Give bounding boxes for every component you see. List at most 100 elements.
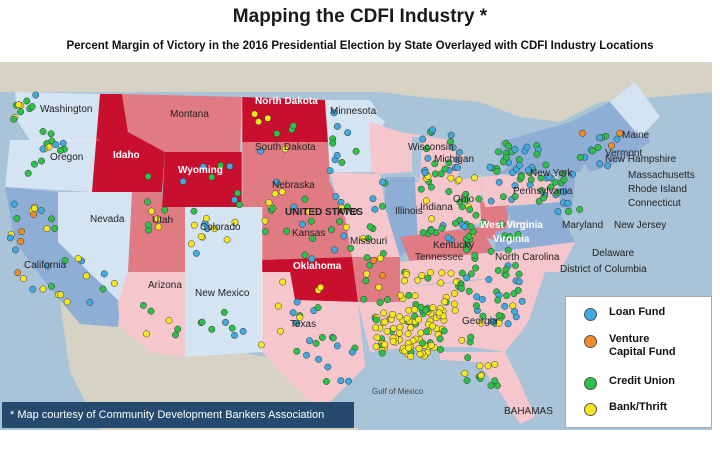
cdfi-location-marker <box>451 219 459 227</box>
label-indiana: Indiana <box>420 202 453 213</box>
cdfi-location-marker <box>274 302 282 310</box>
cdfi-location-marker <box>453 156 461 164</box>
state-florida <box>440 352 535 424</box>
cdfi-location-marker <box>305 208 313 216</box>
label-illinois: Illinois <box>395 206 423 217</box>
cdfi-location-marker <box>363 270 371 278</box>
cdfi-location-marker <box>348 348 356 356</box>
state-maryland <box>505 202 562 222</box>
cdfi-location-marker <box>421 169 429 177</box>
cdfi-location-marker <box>458 336 466 344</box>
cdfi-location-marker <box>203 214 210 222</box>
map-canvas: Washington Montana North Dakota Minnesot… <box>0 62 712 430</box>
cdfi-location-marker <box>411 306 419 314</box>
cdfi-location-marker <box>220 308 228 316</box>
cdfi-location-marker <box>451 306 459 314</box>
cdfi-location-marker <box>231 218 239 226</box>
cdfi-location-marker <box>523 143 531 151</box>
cdfi-location-marker <box>515 161 523 169</box>
cdfi-location-marker <box>15 101 23 109</box>
cdfi-location-marker <box>414 276 422 284</box>
cdfi-location-marker <box>494 296 502 304</box>
label-delaware: Delaware <box>592 248 635 259</box>
state-california <box>5 187 120 327</box>
cdfi-location-marker <box>197 233 205 240</box>
label-wyoming: Wyoming <box>178 165 223 176</box>
cdfi-location-marker <box>518 297 526 305</box>
cdfi-location-marker <box>342 223 350 231</box>
cdfi-location-marker <box>211 225 219 232</box>
state-colorado <box>185 207 262 267</box>
cdfi-location-marker <box>472 211 480 219</box>
cdfi-location-marker <box>504 246 512 254</box>
cdfi-location-marker <box>301 195 309 203</box>
cdfi-location-marker <box>293 298 301 306</box>
state-north-dakota <box>242 97 328 142</box>
cdfi-location-marker <box>511 145 519 153</box>
cdfi-location-marker <box>375 283 383 291</box>
cdfi-location-marker <box>424 274 432 282</box>
label-missouri: Missouri <box>350 236 387 247</box>
cdfi-location-marker <box>471 252 479 259</box>
cdfi-location-marker <box>235 201 243 209</box>
cdfi-location-marker <box>161 206 169 214</box>
label-washington: Washington <box>40 104 92 115</box>
cdfi-location-marker <box>43 225 51 233</box>
cdfi-location-marker <box>438 224 446 232</box>
cdfi-location-marker <box>461 223 469 231</box>
cdfi-location-marker <box>226 162 234 170</box>
label-south-dakota: South Dakota <box>255 142 316 153</box>
cdfi-location-marker <box>476 362 484 370</box>
state-oklahoma <box>262 257 358 302</box>
cdfi-location-marker <box>404 330 412 338</box>
cdfi-location-marker <box>515 278 523 286</box>
cdfi-location-marker <box>278 188 286 196</box>
cdfi-location-marker <box>479 219 487 227</box>
cdfi-location-marker <box>429 304 437 312</box>
cdfi-location-marker <box>366 223 374 231</box>
cdfi-location-marker <box>402 271 410 278</box>
cdfi-location-marker <box>336 218 344 226</box>
state-oregon <box>5 140 100 192</box>
cdfi-location-marker <box>498 220 506 228</box>
cdfi-location-marker <box>538 186 546 194</box>
loan-fund-marker-icon <box>584 308 597 321</box>
label-connecticut: Connecticut <box>628 198 681 209</box>
cdfi-location-marker <box>332 193 340 201</box>
state-maine <box>610 82 660 137</box>
cdfi-location-marker <box>450 300 458 308</box>
label-oregon: Oregon <box>50 152 83 163</box>
cdfi-location-marker <box>155 223 163 231</box>
cdfi-location-marker <box>424 154 432 162</box>
cdfi-location-marker <box>56 147 64 154</box>
cdfi-location-marker <box>427 269 435 276</box>
cdfi-location-marker <box>372 316 380 324</box>
cdfi-location-marker <box>352 147 360 155</box>
cdfi-location-marker <box>261 217 269 225</box>
label-colorado: Colorado <box>200 222 241 233</box>
legend-item-bank-thrift: Bank/Thrift <box>584 401 667 416</box>
cdfi-location-marker <box>362 277 370 285</box>
us-map[interactable]: Washington Montana North Dakota Minnesot… <box>0 62 712 430</box>
canada-land <box>0 62 712 122</box>
cdfi-location-marker <box>501 302 509 310</box>
cdfi-location-marker <box>537 174 545 182</box>
state-montana <box>122 94 242 152</box>
cdfi-location-marker <box>23 97 31 105</box>
cdfi-location-marker <box>417 303 425 311</box>
cdfi-location-marker <box>82 272 90 280</box>
cdfi-location-marker <box>494 267 502 274</box>
cdfi-location-marker <box>407 324 415 332</box>
cdfi-location-marker <box>499 193 507 201</box>
cdfi-location-marker <box>271 190 279 198</box>
label-new-york: New York <box>530 168 573 179</box>
cdfi-location-marker <box>208 325 216 333</box>
cdfi-location-marker <box>376 299 384 307</box>
cdfi-location-marker <box>517 173 525 181</box>
cdfi-location-marker <box>415 316 423 324</box>
cdfi-location-marker <box>347 244 355 252</box>
cdfi-location-marker <box>360 295 368 303</box>
cdfi-location-marker <box>495 312 503 319</box>
cdfi-location-marker <box>315 355 323 363</box>
legend-label: Credit Union <box>609 375 675 387</box>
